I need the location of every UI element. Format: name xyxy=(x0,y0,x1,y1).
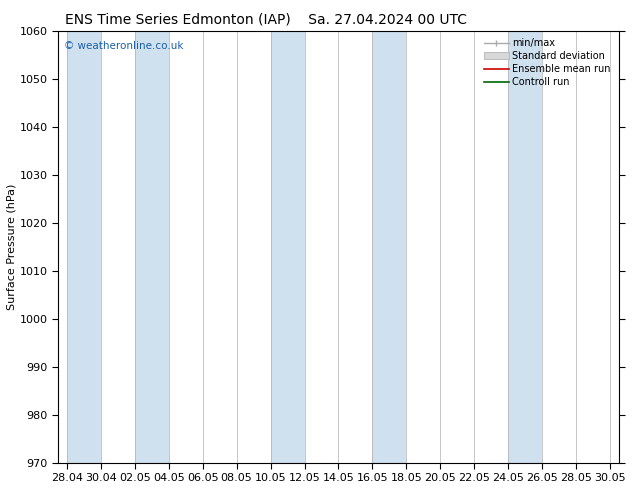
Bar xyxy=(134,30,169,463)
Bar xyxy=(508,30,542,463)
Text: © weatheronline.co.uk: © weatheronline.co.uk xyxy=(64,41,183,51)
Bar xyxy=(67,30,101,463)
Text: ENS Time Series Edmonton (IAP)    Sa. 27.04.2024 00 UTC: ENS Time Series Edmonton (IAP) Sa. 27.04… xyxy=(65,12,467,26)
Bar xyxy=(372,30,406,463)
Y-axis label: Surface Pressure (hPa): Surface Pressure (hPa) xyxy=(7,183,17,310)
Bar xyxy=(271,30,304,463)
Legend: min/max, Standard deviation, Ensemble mean run, Controll run: min/max, Standard deviation, Ensemble me… xyxy=(481,35,614,90)
